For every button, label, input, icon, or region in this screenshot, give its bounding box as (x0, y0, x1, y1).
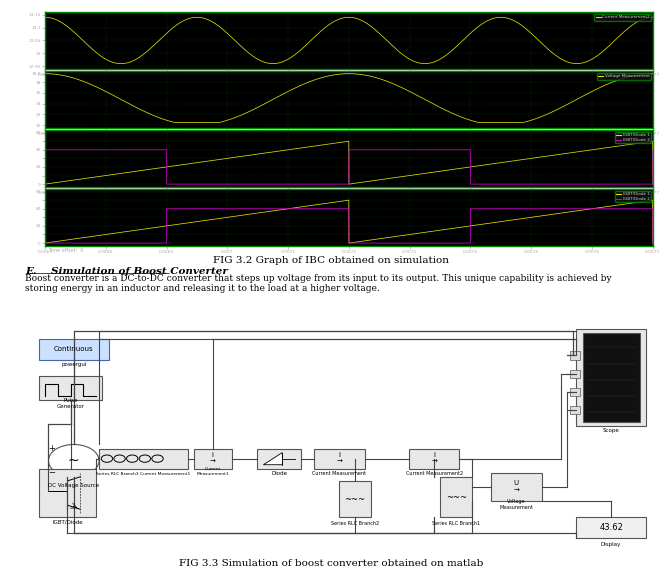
Text: Boost converter is a DC-to-DC converter that steps up voltage from its input to : Boost converter is a DC-to-DC converter … (25, 274, 612, 283)
Text: FIG 3.2 Graph of IBC obtained on simulation: FIG 3.2 Graph of IBC obtained on simulat… (213, 256, 449, 265)
Text: Time offset:  0: Time offset: 0 (48, 248, 83, 253)
Text: FIG 3.3 Simulation of boost converter obtained on matlab: FIG 3.3 Simulation of boost converter ob… (179, 558, 483, 568)
Text: E.    Simulation of Boost Converter: E. Simulation of Boost Converter (25, 267, 228, 276)
Text: storing energy in an inductor and releasing it to the load at a higher voltage.: storing energy in an inductor and releas… (25, 284, 380, 294)
